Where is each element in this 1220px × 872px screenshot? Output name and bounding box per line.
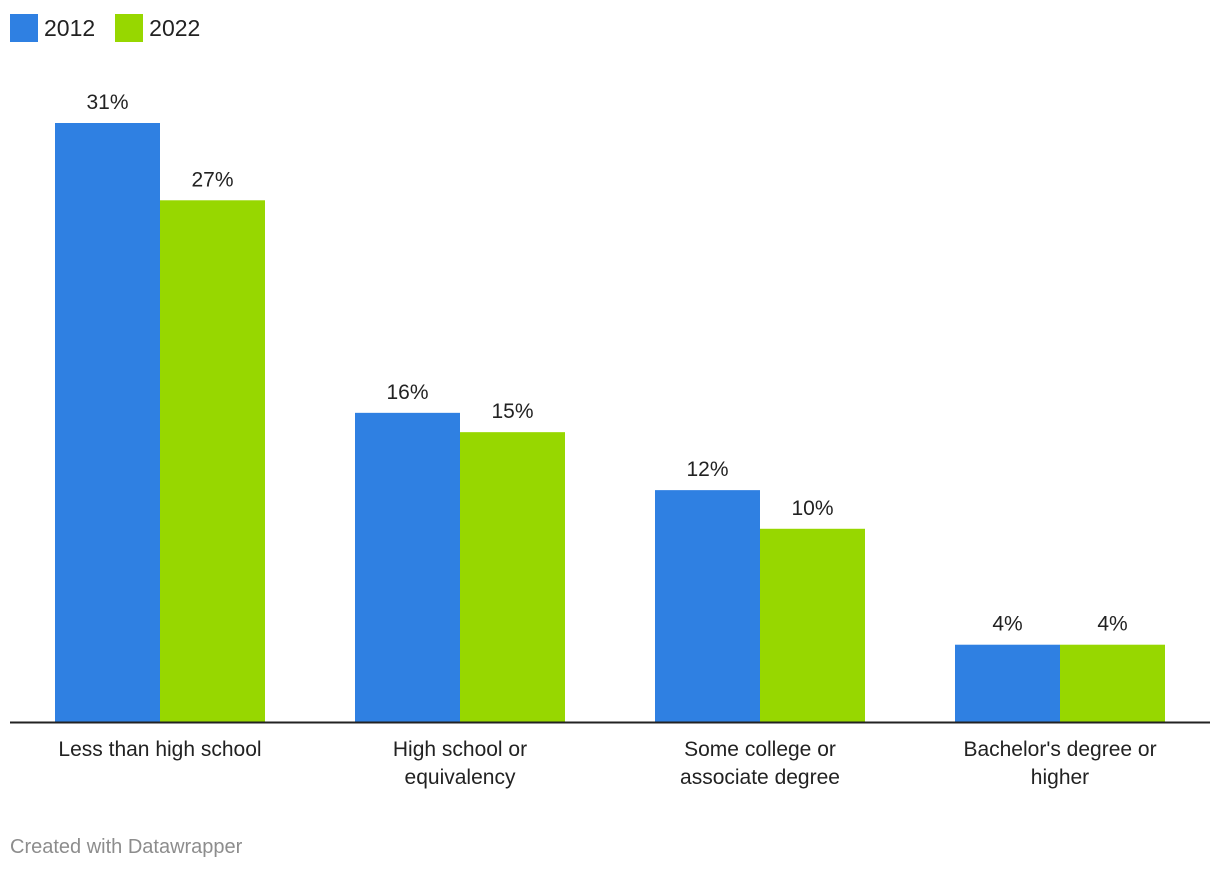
category-label-line: High school or [393, 738, 527, 761]
data-label-2012-high-school-or-equivalency: 16% [386, 381, 428, 404]
bar-2012-some-college-or-associate-degree [655, 490, 760, 722]
bar-2022-high-school-or-equivalency [460, 432, 565, 722]
legend-item-2022: 2022 [115, 14, 200, 42]
category-label-some-college-or-associate-degree: Some college or associate degree [680, 738, 840, 789]
legend-swatch-2012 [10, 14, 38, 42]
legend-label-2022: 2022 [149, 14, 201, 41]
bar-2022-some-college-or-associate-degree [760, 528, 865, 722]
bar-2012-less-than-high-school [55, 123, 160, 722]
bar-2022-bachelor-s-degree-or-higher [1060, 644, 1165, 722]
category-label-less-than-high-school: Less than high school [58, 738, 261, 761]
legend: 2012 2022 [10, 14, 200, 42]
data-label-2012-bachelor-s-degree-or-higher: 4% [992, 613, 1022, 636]
category-label-line: Bachelor's degree or [963, 738, 1156, 761]
category-label-bachelor-s-degree-or-higher: Bachelor's degree or higher [963, 738, 1156, 789]
category-label-line: associate degree [680, 766, 840, 789]
bar-2012-high-school-or-equivalency [355, 412, 460, 722]
bar-2022-less-than-high-school [160, 200, 265, 722]
data-label-2022-high-school-or-equivalency: 15% [491, 400, 533, 423]
data-label-2022-some-college-or-associate-degree: 10% [791, 497, 833, 520]
legend-swatch-2022 [115, 14, 144, 42]
category-label-line: Some college or [684, 738, 836, 761]
bar-2012-bachelor-s-degree-or-higher [955, 644, 1060, 722]
data-label-2012-some-college-or-associate-degree: 12% [686, 458, 728, 481]
data-label-2022-less-than-high-school: 27% [191, 168, 233, 191]
datawrapper-credit: Created with Datawrapper [10, 836, 243, 858]
category-label-line: Less than high school [58, 738, 261, 761]
legend-label-2012: 2012 [44, 14, 96, 41]
legend-item-2012: 2012 [10, 14, 95, 42]
data-label-2022-bachelor-s-degree-or-higher: 4% [1097, 613, 1127, 636]
category-label-line: equivalency [405, 766, 516, 789]
data-label-2012-less-than-high-school: 31% [86, 91, 128, 114]
category-label-line: higher [1031, 766, 1089, 789]
category-label-high-school-or-equivalency: High school or equivalency [393, 738, 527, 789]
